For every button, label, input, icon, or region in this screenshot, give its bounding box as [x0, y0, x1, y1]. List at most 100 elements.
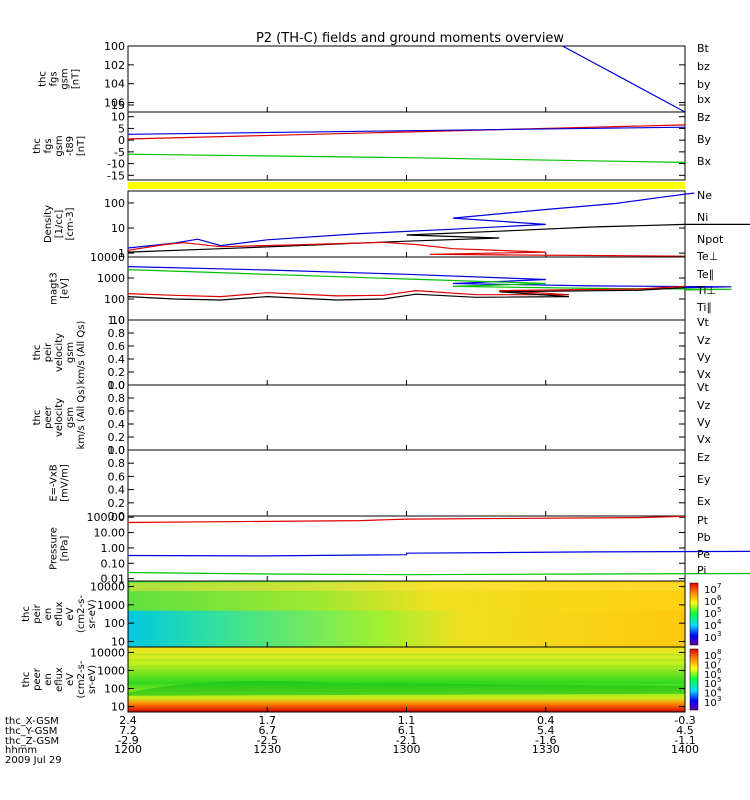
- y-axis-label: magt3[eV]: [49, 272, 71, 305]
- colorbar-tick-label: 10: [704, 660, 717, 671]
- y-tick-label: 10000: [90, 581, 125, 594]
- y-axis-label-line: [mV/m]: [60, 464, 71, 502]
- colorbar-tick-label: 10: [704, 679, 717, 690]
- y-tick-label: -10: [107, 158, 125, 171]
- x-row-value: -1.6: [535, 734, 556, 747]
- y-tick-label: 100.00: [87, 511, 126, 524]
- colorbar-tick-exp: 7: [717, 582, 721, 590]
- y-axis-label: thcpeirenefluxeV(cm2-s-sr-eV): [21, 595, 98, 633]
- legend-Bx: Bx: [697, 155, 712, 168]
- y-axis-label: thcfgsgsm-t89[nT]: [32, 135, 87, 156]
- series-Pi: [127, 550, 750, 557]
- legend-Bt: Bt: [697, 42, 710, 55]
- legend-Ez: Ez: [697, 451, 710, 464]
- x-row-value: -2.5: [257, 734, 278, 747]
- y-tick-label: 0.4: [108, 484, 126, 497]
- y-axis-label-line: eV: [65, 607, 76, 620]
- colorbar: [689, 648, 699, 711]
- panel-peer-velocity: 1.00.80.60.40.20.0thcpeervelocitygsmkm/s…: [32, 379, 712, 457]
- legend-Ni: Ni: [697, 211, 708, 224]
- y-axis-label-line: thc: [32, 138, 43, 154]
- y-tick-label: 1000: [97, 599, 125, 612]
- colorbar-tick-exp: 5: [717, 676, 721, 684]
- y-tick-label: 10: [111, 111, 125, 124]
- panel-frame: [127, 384, 686, 451]
- y-tick-label: 0.4: [108, 418, 126, 431]
- y-axis-label-line: Density: [43, 205, 54, 243]
- y-axis-label-line: [1/cc]: [54, 210, 65, 239]
- x-row-label: thc_X-GSM: [5, 716, 59, 727]
- x-row-value: 6.1: [398, 724, 416, 737]
- y-tick-label: 0.0: [108, 379, 126, 392]
- y-axis-label-line: -t89: [65, 136, 76, 156]
- series-Bx: [127, 126, 686, 135]
- series-Bz: [127, 124, 686, 140]
- legend-Vx: Vx: [697, 368, 712, 381]
- y-axis-label-line: velocity: [54, 398, 65, 437]
- legend-Vx: Vx: [697, 433, 712, 446]
- legend-Ex: Ex: [697, 495, 711, 508]
- y-tick-label: 1.0: [108, 314, 126, 327]
- colorbar-tick-label: 10: [704, 609, 717, 620]
- panel-frame: [127, 515, 686, 582]
- series-Npot: [127, 192, 695, 249]
- y-tick-label: 0.8: [108, 457, 126, 470]
- y-axis-label-line: (cm2-s-: [76, 595, 87, 633]
- y-axis-label-line: fgs: [49, 71, 60, 86]
- y-axis-label: thcpeirvelocitygsmkm/s (All Qs): [32, 321, 87, 385]
- y-axis-label-line: Pressure: [49, 527, 60, 570]
- y-axis-label-line: fgs: [43, 138, 54, 153]
- y-axis-label-line: peer: [32, 667, 43, 691]
- legend-Ti⊥: Ti⊥: [696, 284, 716, 297]
- y-axis-label-line: thc: [21, 672, 32, 688]
- y-tick-label: 100: [104, 197, 125, 210]
- y-tick-label: 1.0: [108, 444, 126, 457]
- y-tick-label: 0: [118, 134, 125, 147]
- colorbar-tick-label: 10: [704, 689, 717, 700]
- y-axis-label-line: [nT]: [71, 69, 82, 89]
- y-axis-label: Pressure[nPa]: [49, 527, 71, 570]
- panel-temperature: 10000 1000 100 10 magt3[eV] Te⊥ Te∥ Ti⊥ Ti∥: [49, 250, 732, 327]
- legend-Pt: Pt: [697, 514, 709, 527]
- y-axis-label-line: gsm: [54, 135, 65, 156]
- legend-Bz: Bz: [697, 111, 711, 124]
- y-tick-label: 0.8: [108, 327, 126, 340]
- x-row-value: 7.2: [119, 724, 137, 737]
- colorbar-tick-label: 10: [704, 621, 717, 632]
- y-axis-label: thcfgsgsm[nT]: [38, 68, 82, 89]
- x-row-value: 1.7: [259, 714, 277, 727]
- legend-Npot: Npot: [697, 233, 724, 246]
- y-axis-label-line: (cm2-s-: [76, 660, 87, 698]
- colorbar-tick-exp: 5: [717, 606, 721, 614]
- panel-pressure: 100.00 10.00 1.00 0.10 0.01 Pressure[nPa] Pt Pb…: [49, 511, 750, 586]
- y-tick-label: 0.2: [108, 366, 126, 379]
- y-tick-label: 5: [118, 122, 125, 135]
- panel-frame: [127, 45, 686, 113]
- colorbar-tick-exp: 8: [717, 648, 721, 656]
- spectrogram-feature: [128, 680, 685, 696]
- x-row-value: 1330: [532, 743, 560, 756]
- colorbar-tick-exp: 6: [717, 667, 722, 675]
- y-tick-label: 1: [118, 247, 125, 260]
- legend-By: By: [697, 133, 712, 146]
- colorbar-tick-exp: 7: [717, 657, 721, 665]
- legend-Ey: Ey: [697, 473, 711, 486]
- y-axis-label-line: eflux: [54, 602, 65, 627]
- y-tick-label: 0.6: [108, 340, 126, 353]
- spectrogram-top-band: [130, 583, 683, 591]
- y-tick-label: 0.8: [108, 392, 126, 405]
- x-row-value: 1400: [671, 743, 699, 756]
- y-tick-label: 1000: [97, 272, 125, 285]
- series-Te⊥: [127, 285, 686, 298]
- y-axis-label-line: gsm: [60, 68, 71, 89]
- panel-fgs-mag: 100 102 104 106 thcfgsgsm[nT] Bt bz by bx: [38, 40, 711, 113]
- legend-Te∥: Te∥: [696, 268, 714, 281]
- y-tick-label: 10: [111, 701, 125, 714]
- panel-frame: [127, 111, 686, 181]
- y-axis-label-line: en: [43, 608, 54, 621]
- x-row-label: thc_Y-GSM: [5, 726, 57, 737]
- y-tick-label: 100: [104, 40, 125, 53]
